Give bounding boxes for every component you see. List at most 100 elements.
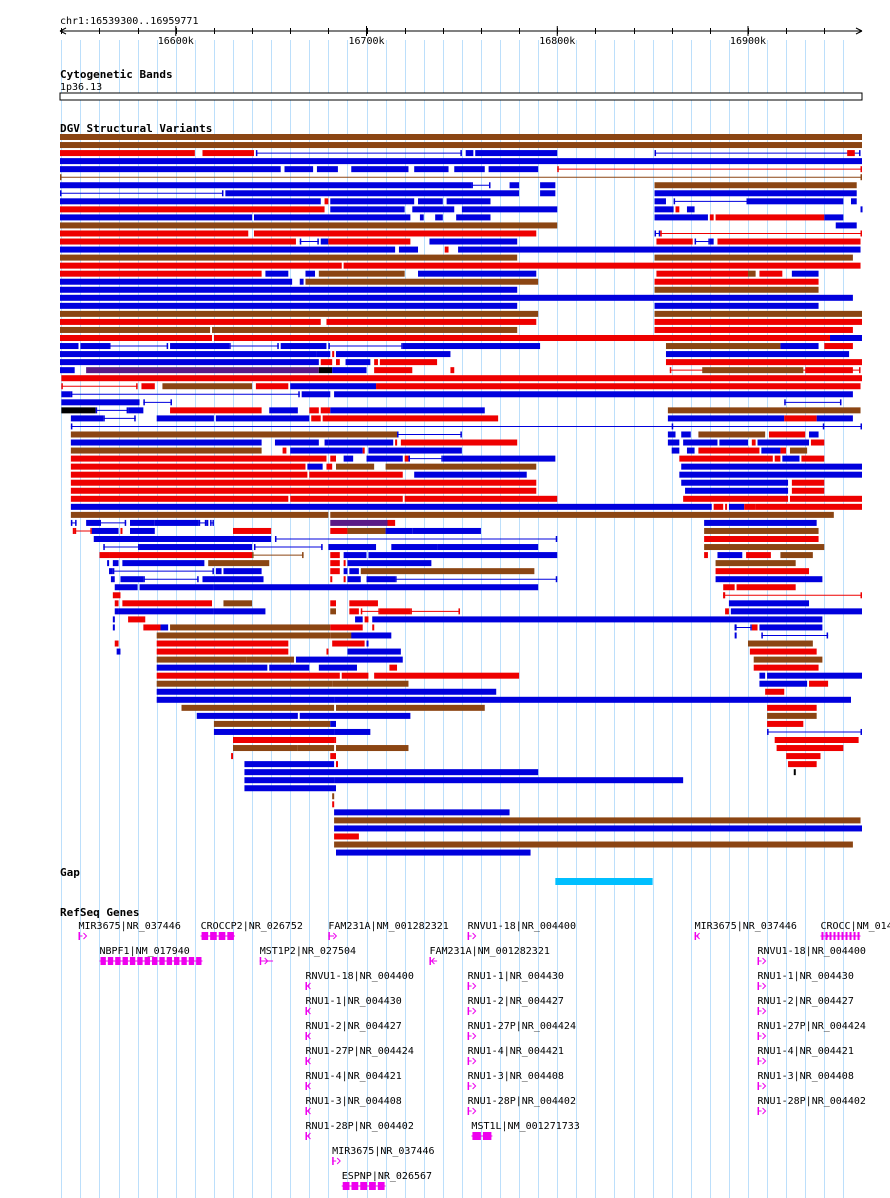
dgv-variant[interactable] xyxy=(274,439,319,446)
dgv-variant[interactable] xyxy=(351,166,409,173)
dgv-variant[interactable] xyxy=(767,704,817,711)
dgv-variant[interactable] xyxy=(91,527,119,534)
dgv-variant[interactable] xyxy=(170,624,331,631)
dgv-variant[interactable] xyxy=(156,640,289,647)
dgv-variant[interactable] xyxy=(767,672,862,679)
dgv-variant[interactable] xyxy=(816,415,853,422)
dgv-variant[interactable] xyxy=(509,182,520,189)
dgv-variant[interactable] xyxy=(60,158,862,165)
dgv-variant[interactable] xyxy=(654,318,862,325)
dgv-variant[interactable] xyxy=(654,182,857,189)
refseq-gene[interactable]: MIR3675|NR_037446 xyxy=(78,921,181,940)
refseq-gene[interactable]: MST1L|NM_001271733 xyxy=(471,1121,580,1140)
refseq-gene[interactable]: FAM231A|NM_001282321 xyxy=(429,946,550,965)
dgv-variant[interactable] xyxy=(60,262,342,269)
dgv-variant[interactable] xyxy=(654,254,853,261)
dgv-variant-end[interactable] xyxy=(99,519,101,526)
dgv-variant[interactable] xyxy=(156,632,331,639)
dgv-variant-end[interactable] xyxy=(136,383,138,390)
dgv-variant[interactable] xyxy=(139,584,214,591)
dgv-variant[interactable] xyxy=(334,391,853,398)
dgv-variant[interactable] xyxy=(830,335,862,341)
dgv-variant[interactable] xyxy=(330,407,485,414)
dgv-variant[interactable] xyxy=(786,753,821,760)
dgv-variant[interactable] xyxy=(122,560,205,567)
dgv-variant[interactable] xyxy=(225,190,520,197)
dgv-variant[interactable] xyxy=(725,503,728,510)
refseq-gene[interactable]: NBPF1|NM_017940 xyxy=(99,946,203,965)
dgv-variant[interactable] xyxy=(290,495,403,502)
dgv-variant[interactable] xyxy=(299,278,304,285)
dgv-variant[interactable] xyxy=(698,447,760,454)
dgv-variant-end[interactable] xyxy=(654,230,657,237)
dgv-variant[interactable] xyxy=(784,415,817,422)
dgv-variant[interactable] xyxy=(332,351,335,358)
dgv-variant[interactable] xyxy=(110,576,115,583)
dgv-variant[interactable] xyxy=(60,182,472,189)
dgv-variant[interactable] xyxy=(765,688,785,695)
dgv-variant[interactable] xyxy=(282,447,287,454)
dgv-variant[interactable] xyxy=(60,238,296,245)
dgv-variant[interactable] xyxy=(330,632,363,639)
dgv-variant-end[interactable] xyxy=(328,343,330,350)
dgv-variant[interactable] xyxy=(60,286,518,293)
dgv-variant[interactable] xyxy=(223,568,262,575)
dgv-variant[interactable] xyxy=(330,511,834,518)
dgv-variant-end[interactable] xyxy=(669,367,672,374)
dgv-variant[interactable] xyxy=(747,198,844,205)
dgv-variant[interactable] xyxy=(805,367,853,374)
dgv-variant-end[interactable] xyxy=(734,624,737,631)
dgv-variant[interactable] xyxy=(284,166,314,173)
dgv-variant[interactable] xyxy=(330,560,340,567)
dgv-variant[interactable] xyxy=(332,640,365,647)
dgv-variant[interactable] xyxy=(318,270,405,277)
dgv-variant[interactable] xyxy=(704,519,817,526)
dgv-variant[interactable] xyxy=(654,302,819,309)
dgv-variant[interactable] xyxy=(730,608,862,615)
dgv-variant[interactable] xyxy=(379,359,438,366)
dgv-variant[interactable] xyxy=(316,166,338,173)
dgv-variant[interactable] xyxy=(349,568,359,575)
dgv-variant[interactable] xyxy=(316,351,331,358)
dgv-variant[interactable] xyxy=(61,375,863,382)
dgv-variant-end[interactable] xyxy=(750,624,752,631)
dgv-variant[interactable] xyxy=(301,391,331,398)
dgv-variant[interactable] xyxy=(379,608,411,615)
dgv-variant[interactable] xyxy=(253,214,411,221)
dgv-variant[interactable] xyxy=(768,431,806,438)
dgv-variant[interactable] xyxy=(681,463,862,470)
dgv-variant[interactable] xyxy=(330,600,336,607)
dgv-variant[interactable] xyxy=(112,592,121,599)
dgv-variant-end[interactable] xyxy=(654,150,657,157)
cytoband-bar[interactable] xyxy=(59,92,863,101)
dgv-variant[interactable] xyxy=(120,576,144,583)
dgv-variant[interactable] xyxy=(114,584,138,591)
dgv-variant[interactable] xyxy=(60,222,558,229)
dgv-variant[interactable] xyxy=(685,487,789,494)
dgv-variant[interactable] xyxy=(156,648,289,655)
dgv-variant[interactable] xyxy=(665,351,850,358)
dgv-variant[interactable] xyxy=(334,809,510,816)
dgv-variant[interactable] xyxy=(330,527,348,534)
dgv-variant[interactable] xyxy=(824,343,853,350)
dgv-variant[interactable] xyxy=(244,785,336,792)
dgv-variant[interactable] xyxy=(215,415,310,422)
dgv-variant[interactable] xyxy=(824,214,844,221)
dgv-variant-end[interactable] xyxy=(229,343,231,350)
dgv-variant[interactable] xyxy=(412,206,455,213)
dgv-variant[interactable] xyxy=(654,214,708,221)
dgv-variant-end[interactable] xyxy=(70,391,73,398)
dgv-variant-end[interactable] xyxy=(378,608,380,615)
dgv-variant[interactable] xyxy=(709,238,714,245)
dgv-variant[interactable] xyxy=(332,793,335,800)
dgv-variant[interactable] xyxy=(667,415,785,422)
dgv-variant[interactable] xyxy=(334,737,337,743)
dgv-variant[interactable] xyxy=(709,214,714,221)
dgv-variant[interactable] xyxy=(454,166,485,173)
dgv-variant[interactable] xyxy=(70,463,306,470)
refseq-gene[interactable]: RNU1-3|NR_004408 xyxy=(757,1071,854,1090)
dgv-variant[interactable] xyxy=(387,519,396,526)
dgv-variant[interactable] xyxy=(330,552,340,559)
dgv-variant[interactable] xyxy=(751,624,758,631)
dgv-variant[interactable] xyxy=(753,656,823,663)
